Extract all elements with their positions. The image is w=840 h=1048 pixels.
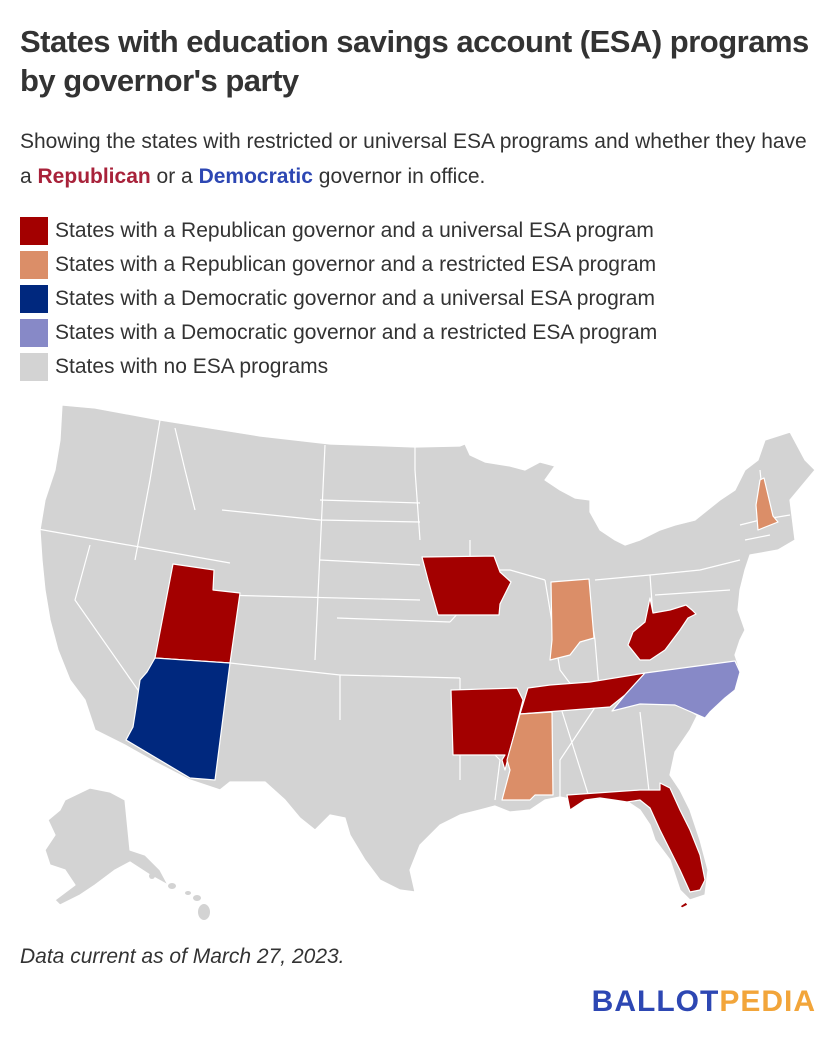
- subtitle-text-3: governor in office.: [312, 165, 486, 188]
- subtitle-republican: Republican: [37, 165, 151, 188]
- legend-label: States with no ESA programs: [55, 355, 329, 378]
- legend-swatch: [20, 285, 48, 313]
- us-map: [0, 395, 840, 925]
- legend-item-rep-universal: States with a Republican governor and a …: [20, 214, 657, 248]
- legend-item-dem-restricted: States with a Democratic governor and a …: [20, 316, 657, 350]
- state-iowa: [421, 555, 512, 616]
- us-map-svg: [31, 404, 816, 920]
- state-arkansas: [450, 687, 524, 771]
- logo-ballot: BALLOT: [591, 985, 720, 1018]
- state-florida: [566, 782, 706, 893]
- legend-label: States with a Republican governor and a …: [55, 219, 654, 242]
- data-note: Data current as of March 27, 2023.: [20, 945, 345, 968]
- subtitle-text-1: Showing the states with restricted or un…: [20, 130, 807, 188]
- chart-subtitle: Showing the states with restricted or un…: [20, 124, 820, 194]
- state-indiana: [549, 578, 595, 661]
- state-alaska: [44, 787, 169, 906]
- legend-swatch: [20, 319, 48, 347]
- state-west-virginia: [627, 597, 697, 661]
- legend-label: States with a Republican governor and a …: [55, 253, 657, 276]
- legend-item-rep-restricted: States with a Republican governor and a …: [20, 248, 657, 282]
- logo-pedia: PEDIA: [719, 985, 816, 1018]
- ballotpedia-logo: BALLOTPEDIA: [592, 985, 816, 1019]
- legend: States with a Republican governor and a …: [20, 214, 657, 384]
- chart-title: States with education savings account (E…: [20, 24, 809, 98]
- state-north-carolina: [611, 660, 741, 719]
- state-florida-keys: [679, 901, 689, 909]
- legend-item-none: States with no ESA programs: [20, 350, 657, 384]
- legend-swatch: [20, 251, 48, 279]
- state-hawaii: [149, 873, 210, 920]
- subtitle-democratic: Democratic: [198, 165, 313, 188]
- state-new-hampshire: [755, 477, 779, 531]
- state-arizona: [125, 657, 231, 781]
- legend-swatch: [20, 217, 48, 245]
- legend-item-dem-universal: States with a Democratic governor and a …: [20, 282, 657, 316]
- subtitle-text-2: or a: [150, 165, 199, 188]
- legend-label: States with a Democratic governor and a …: [55, 321, 658, 344]
- us-mainland-base: [39, 404, 816, 901]
- legend-swatch: [20, 353, 48, 381]
- state-mississippi: [501, 711, 554, 801]
- legend-label: States with a Democratic governor and a …: [55, 287, 655, 310]
